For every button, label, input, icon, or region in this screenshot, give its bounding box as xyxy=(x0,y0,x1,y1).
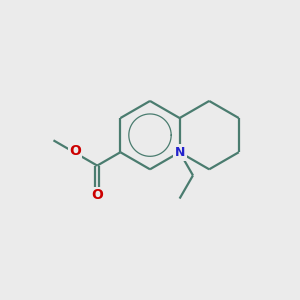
Text: N: N xyxy=(174,146,185,159)
Text: O: O xyxy=(69,145,81,158)
Text: O: O xyxy=(91,188,103,202)
